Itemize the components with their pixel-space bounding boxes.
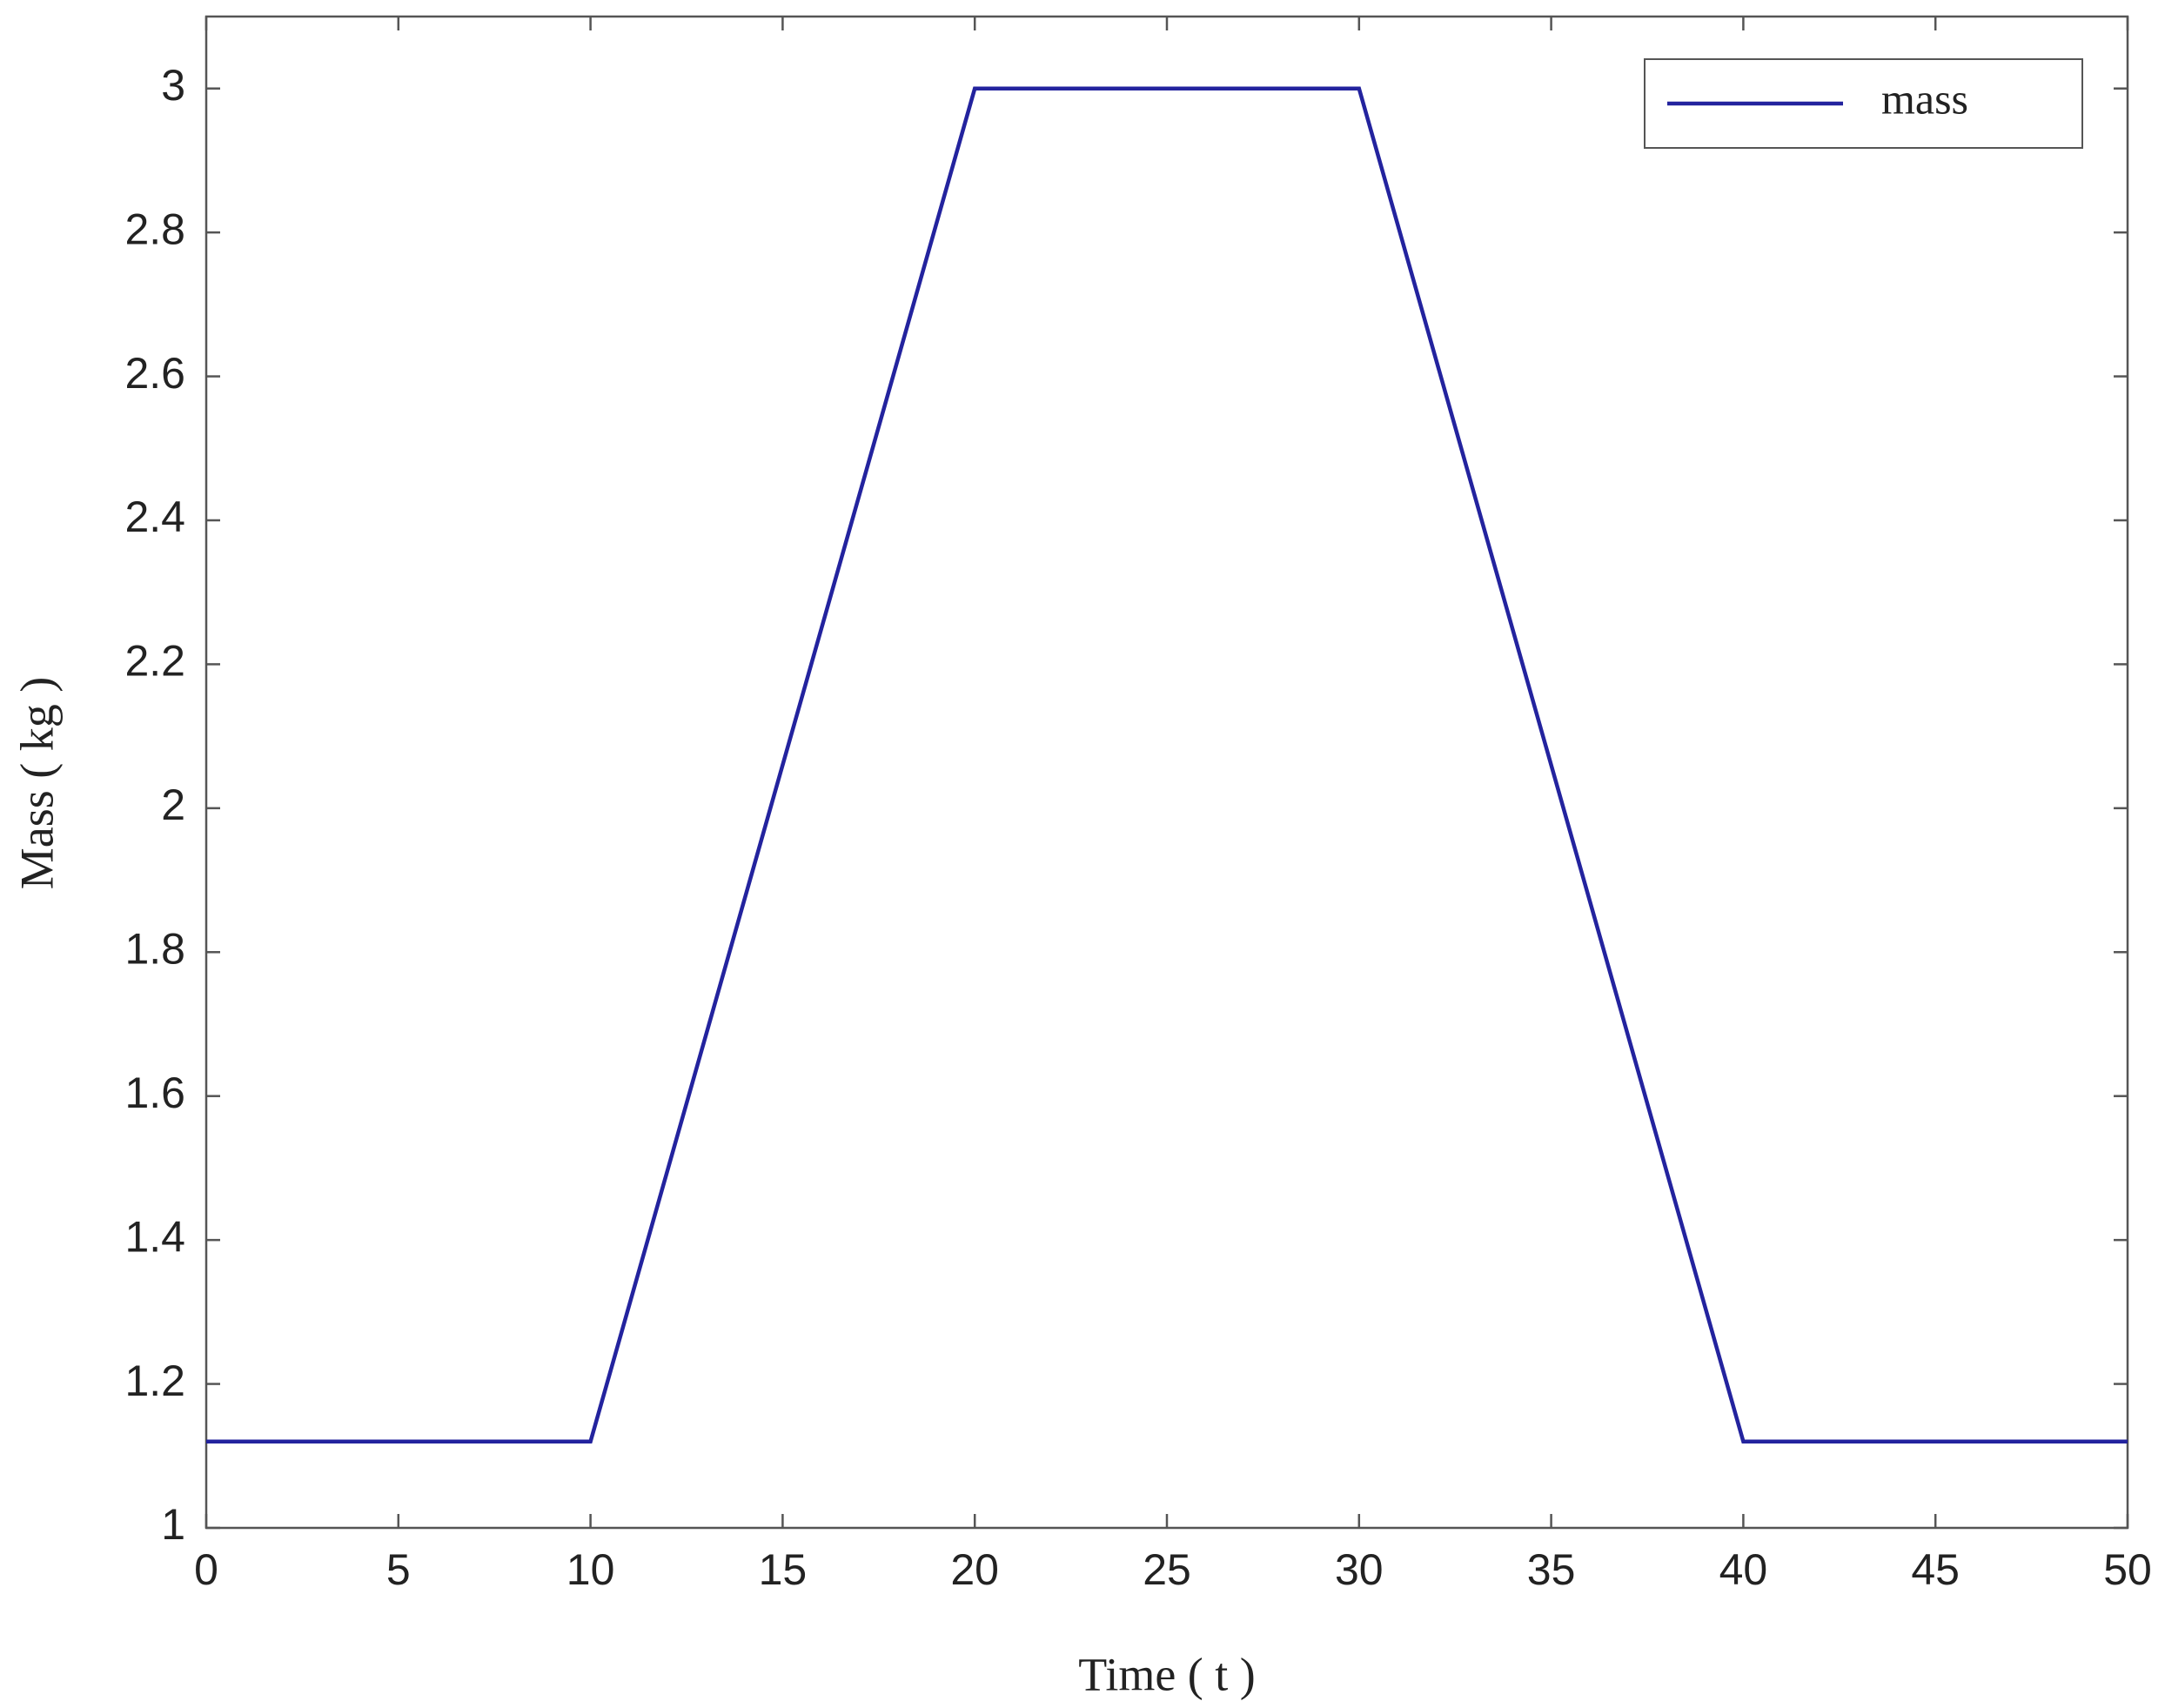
- x-tick-label: 30: [1335, 1545, 1384, 1594]
- x-tick-label: 20: [950, 1545, 999, 1594]
- y-tick-label: 1: [161, 1500, 185, 1549]
- x-tick-label: 15: [759, 1545, 808, 1594]
- x-axis-label: Time ( t ): [1078, 1648, 1256, 1700]
- x-tick-label: 25: [1143, 1545, 1191, 1594]
- x-tick-label: 10: [566, 1545, 615, 1594]
- x-tick-label: 5: [386, 1545, 411, 1594]
- data-line: [206, 86, 2128, 1443]
- y-tick-label: 2.6: [124, 349, 185, 398]
- y-tick-label: 2.4: [124, 492, 185, 541]
- x-tick-label: 50: [2103, 1545, 2152, 1594]
- y-tick-label: 3: [161, 61, 185, 110]
- plot-frame: [204, 15, 2129, 1530]
- y-tick-label: 2: [161, 780, 185, 829]
- legend-label: mass: [1881, 74, 1968, 123]
- y-tick-label: 2.2: [124, 637, 185, 686]
- x-tick-label: 35: [1527, 1545, 1576, 1594]
- y-tick-label: 1.8: [124, 924, 185, 973]
- y-tick-label: 1.4: [124, 1212, 185, 1261]
- y-tick-label: 1.6: [124, 1068, 185, 1117]
- x-tick-label: 0: [194, 1545, 218, 1594]
- x-tick-label: 40: [1719, 1545, 1768, 1594]
- y-axis-label: Mass ( kg ): [10, 677, 63, 889]
- x-tick-label: 45: [1911, 1545, 1960, 1594]
- y-tick-label: 1.2: [124, 1356, 185, 1405]
- y-tick-label: 2.8: [124, 204, 185, 253]
